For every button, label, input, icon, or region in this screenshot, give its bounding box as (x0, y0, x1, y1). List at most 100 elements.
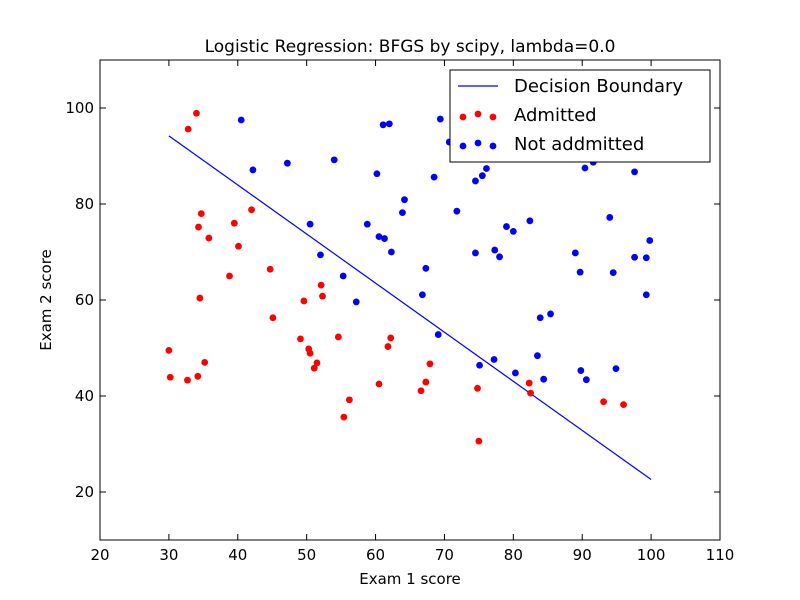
not-admitted-point (399, 209, 406, 217)
series-not-addmitted (237, 115, 654, 384)
not-admitted-point (612, 365, 620, 373)
x-tick-label: 100 (637, 546, 666, 564)
x-tick-label: 30 (159, 546, 178, 564)
not-admitted-point (472, 249, 479, 257)
not-admitted-point (249, 166, 257, 174)
admitted-point (194, 372, 202, 380)
not-admitted-point (422, 264, 430, 272)
not-admitted-point (381, 235, 388, 242)
legend-label-not-addmitted: Not addmitted (514, 134, 644, 155)
admitted-point (527, 389, 534, 397)
not-admitted-point (483, 165, 490, 172)
not-admitted-point (430, 173, 438, 181)
not-admitted-point (453, 207, 461, 215)
not-admitted-point (339, 272, 347, 280)
legend-swatch-not-addmitted (489, 142, 497, 150)
not-admitted-point (577, 367, 585, 374)
admitted-point (235, 242, 242, 250)
admitted-point (313, 359, 321, 367)
y-tick-label: 20 (75, 483, 94, 501)
admitted-point (193, 109, 200, 117)
legend-swatch-admitted (489, 113, 497, 121)
not-admitted-point (436, 115, 444, 123)
not-admitted-point (476, 361, 483, 369)
admitted-point (306, 349, 314, 357)
not-admitted-point (491, 246, 499, 254)
admitted-point (226, 272, 233, 280)
admitted-point (300, 297, 308, 305)
legend-swatch-admitted (474, 110, 482, 118)
not-admitted-point (576, 268, 584, 276)
admitted-point (197, 210, 205, 218)
x-axis-ticks: 20 30 40 50 60 70 80 90 100 110 (90, 60, 734, 564)
not-admitted-point (609, 269, 617, 277)
not-admitted-point (419, 291, 426, 299)
x-tick-label: 40 (228, 546, 247, 564)
admitted-point (475, 437, 483, 445)
admitted-point (196, 294, 204, 302)
x-tick-label: 90 (573, 546, 592, 564)
admitted-point (600, 398, 607, 406)
not-admitted-point (581, 164, 589, 172)
legend-swatch-admitted (459, 113, 467, 121)
not-admitted-point (363, 220, 371, 228)
y-tick-label: 60 (75, 291, 94, 309)
not-admitted-point (283, 159, 291, 167)
admitted-point (319, 292, 326, 300)
admitted-point (297, 335, 304, 343)
x-tick-label: 110 (706, 546, 735, 564)
admitted-point (205, 234, 213, 242)
admitted-point (166, 373, 174, 381)
series-decision-boundary (168, 135, 652, 481)
not-admitted-point (642, 291, 650, 299)
not-admitted-point (540, 375, 548, 383)
legend-swatch-not-addmitted (474, 139, 482, 147)
x-tick-label: 60 (366, 546, 385, 564)
not-admitted-point (547, 310, 554, 318)
admitted-point (340, 413, 348, 421)
not-admitted-point (379, 121, 387, 129)
admitted-point (269, 314, 277, 322)
not-admitted-point (401, 196, 408, 204)
y-tick-label: 80 (75, 195, 94, 213)
not-admitted-point (631, 253, 638, 261)
not-admitted-point (606, 214, 614, 221)
admitted-point (387, 334, 395, 342)
not-admitted-point (582, 376, 590, 384)
not-admitted-point (509, 227, 517, 235)
not-admitted-point (503, 223, 510, 230)
not-admitted-point (478, 172, 486, 180)
admitted-point (525, 379, 533, 387)
admitted-point (620, 401, 627, 409)
legend-label-admitted: Admitted (514, 105, 597, 126)
admitted-point (201, 359, 209, 366)
not-admitted-point (373, 170, 381, 178)
not-admitted-point (434, 331, 442, 338)
admitted-point (417, 387, 425, 395)
series-admitted (165, 109, 627, 445)
not-admitted-point (631, 168, 638, 176)
admitted-point (345, 396, 353, 404)
admitted-point (334, 333, 342, 341)
not-admitted-point (472, 177, 479, 185)
not-admitted-point (534, 352, 541, 360)
admitted-point (248, 206, 255, 214)
admitted-point (474, 384, 481, 392)
admitted-point (310, 364, 318, 372)
not-admitted-point (388, 248, 395, 256)
not-admitted-point (306, 220, 314, 228)
admitted-point (422, 378, 430, 386)
not-admitted-point (317, 251, 324, 259)
not-admitted-point (526, 217, 534, 225)
admitted-point (426, 360, 434, 368)
legend: Decision Boundary Admitted Not addmitted (449, 69, 711, 163)
y-axis-ticks: 20 40 60 80 100 (65, 99, 720, 501)
y-axis-label: Exam 2 score (37, 249, 55, 351)
y-tick-label: 100 (65, 99, 94, 117)
admitted-point (230, 219, 238, 227)
not-admitted-point (237, 116, 245, 124)
plot-area: 20 30 40 50 60 70 80 90 100 110 20 40 60 80 100 (65, 59, 734, 564)
not-admitted-point (642, 254, 650, 262)
admitted-point (317, 281, 325, 289)
